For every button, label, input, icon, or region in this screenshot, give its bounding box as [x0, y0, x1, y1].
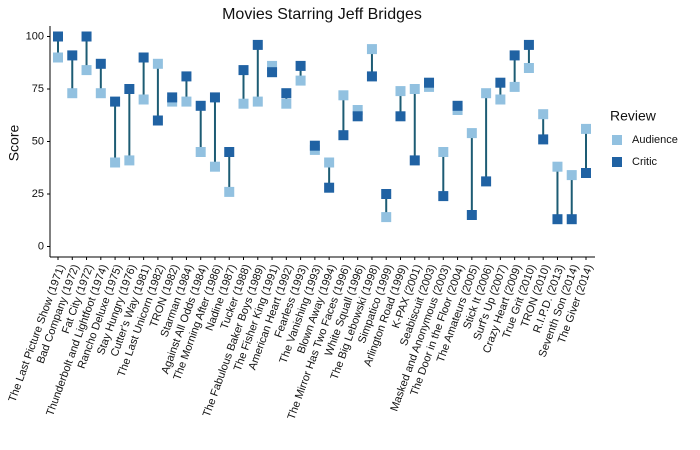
point: [338, 90, 349, 101]
point: [53, 31, 63, 42]
point: [95, 88, 106, 99]
point: [238, 65, 249, 76]
point: [67, 50, 78, 61]
point: [366, 71, 377, 82]
point: [581, 168, 591, 178]
point: [138, 94, 149, 105]
y-tick-label: 100: [26, 30, 44, 42]
point: [466, 128, 477, 139]
point: [495, 94, 506, 105]
point: [381, 189, 392, 199]
point: [523, 63, 534, 73]
point: [409, 155, 420, 166]
point: [381, 212, 392, 223]
legend-title: Review: [610, 108, 657, 124]
point: [110, 157, 121, 168]
point: [366, 44, 377, 55]
point: [238, 98, 249, 109]
point: [523, 39, 534, 50]
chart-title: Movies Starring Jeff Bridges: [222, 6, 422, 23]
point: [509, 81, 520, 92]
point: [566, 170, 577, 181]
point: [395, 111, 406, 122]
legend-swatch: [612, 157, 622, 167]
point: [495, 77, 506, 88]
point: [581, 123, 591, 134]
point: [538, 134, 549, 145]
legend-swatch: [612, 135, 622, 145]
y-tick-label: 75: [32, 83, 44, 95]
point: [552, 161, 563, 172]
point: [252, 39, 263, 50]
point: [466, 210, 477, 220]
point: [324, 157, 335, 168]
point: [409, 84, 420, 94]
point: [267, 60, 278, 71]
point: [252, 96, 263, 107]
point: [424, 77, 435, 88]
point: [224, 186, 235, 197]
legend-label: Audience: [632, 134, 678, 146]
point: [324, 182, 335, 193]
point: [438, 147, 449, 157]
point: [352, 111, 363, 122]
point: [267, 67, 278, 78]
point: [295, 60, 306, 71]
point: [195, 100, 206, 111]
point: [138, 52, 149, 63]
point: [152, 58, 163, 69]
point: [110, 96, 121, 107]
y-tick-label: 50: [32, 135, 44, 147]
point: [181, 71, 192, 82]
point: [181, 96, 192, 107]
point: [452, 100, 463, 111]
point: [438, 191, 449, 202]
point: [395, 86, 406, 97]
point: [209, 92, 220, 103]
point: [81, 65, 92, 76]
point: [224, 147, 235, 157]
point: [81, 31, 92, 42]
y-tick-label: 0: [38, 240, 44, 252]
y-tick-label: 25: [32, 188, 44, 200]
point: [309, 140, 320, 151]
legend-label: Critic: [632, 156, 658, 168]
point: [209, 161, 220, 172]
point: [281, 88, 292, 99]
point: [53, 52, 63, 63]
point: [95, 58, 106, 69]
point: [352, 105, 363, 115]
point: [481, 176, 492, 187]
point: [481, 88, 492, 99]
point: [566, 214, 577, 225]
point: [124, 155, 135, 166]
point: [338, 130, 349, 141]
point: [152, 115, 163, 126]
point: [509, 50, 520, 61]
y-axis-title: Score: [6, 125, 22, 162]
point: [67, 88, 78, 99]
point: [538, 109, 549, 120]
point: [552, 214, 563, 225]
point: [195, 147, 206, 157]
point: [281, 98, 292, 109]
point: [295, 75, 306, 86]
point: [167, 92, 178, 103]
point: [124, 84, 135, 94]
